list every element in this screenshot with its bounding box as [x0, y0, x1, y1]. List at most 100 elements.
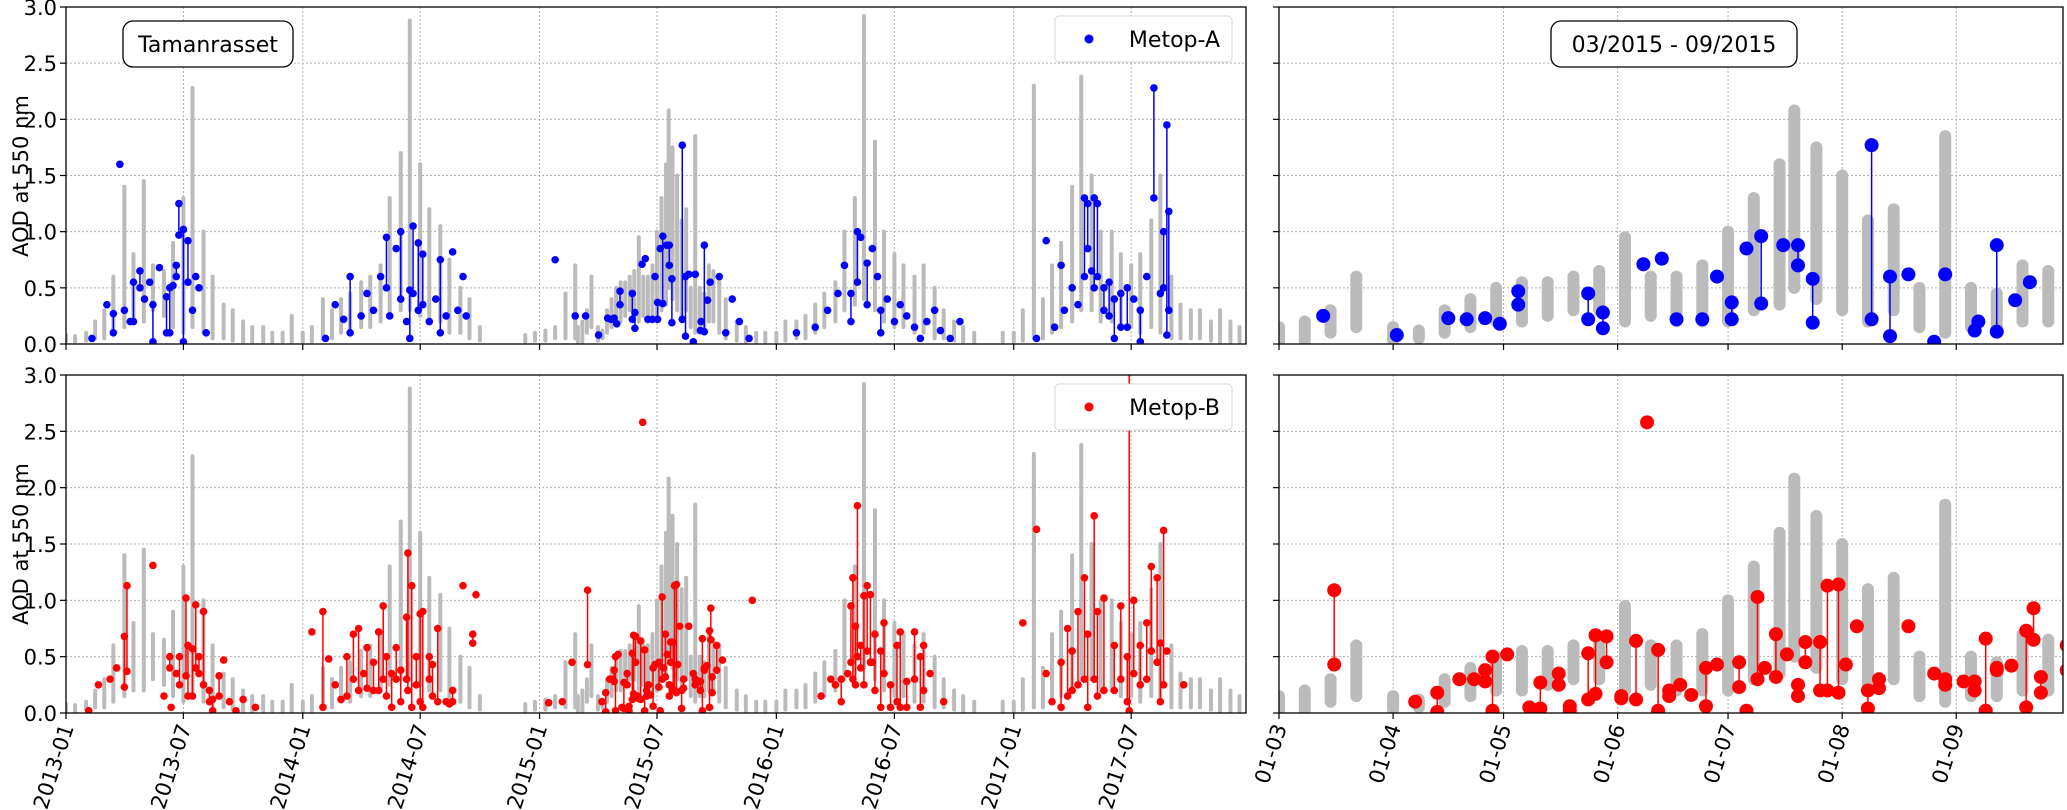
- y-tick-label: 2.0: [24, 108, 57, 132]
- metop_b-point: [175, 681, 184, 689]
- metop_b-point: [1798, 655, 1813, 670]
- metop_a-point: [109, 328, 118, 337]
- metop_a-point: [418, 250, 427, 258]
- x-tick-label: 01-08: [1813, 721, 1855, 786]
- metop_b-point: [655, 683, 663, 691]
- metop_b-point: [1327, 583, 1342, 598]
- metop_a-point: [930, 306, 939, 315]
- metop_a-point: [1123, 323, 1132, 331]
- metop_a-point: [571, 312, 580, 320]
- y-axis-label-bottom: AOD at 550 nm: [9, 463, 33, 625]
- metop_b-point: [418, 703, 427, 712]
- metop_b-point: [392, 675, 400, 683]
- metop_a-point: [1636, 257, 1651, 272]
- panel-overview-metop-a: 0.0 0.5 1.0 1.5 2.0 2.5 3.0 Tamanrasset Metop-A: [24, 0, 1247, 357]
- metop_a-point: [172, 261, 181, 270]
- metop_a-point: [665, 241, 674, 249]
- metop_b-point: [112, 664, 121, 672]
- y-tick-label: 0.0: [24, 333, 57, 357]
- metop_b-point: [1452, 672, 1467, 687]
- metop_b-point: [1163, 647, 1171, 655]
- metop_a-point: [1864, 312, 1879, 327]
- metop_b-point: [1581, 646, 1596, 661]
- metop_b-point: [215, 672, 223, 680]
- metop_a-point: [1060, 306, 1069, 315]
- metop_b-point: [1640, 415, 1655, 430]
- metop_b-point: [1989, 663, 2004, 678]
- metop_b-point: [1430, 685, 1445, 700]
- metop_a-point: [436, 255, 445, 264]
- metop_b-point: [871, 630, 879, 638]
- metop_a-point: [1165, 207, 1173, 216]
- metop_b-point: [1110, 641, 1119, 650]
- metop_b-point: [1159, 681, 1168, 689]
- metop_a-point: [418, 300, 427, 309]
- metop_b-point: [1588, 628, 1603, 643]
- metop_b-point: [1019, 619, 1027, 627]
- y-tick-label: 2.5: [24, 52, 57, 76]
- metop_b-point: [1551, 677, 1566, 692]
- metop_b-point: [175, 652, 184, 661]
- metop_b-point: [886, 681, 895, 689]
- metop_b-point: [661, 630, 670, 638]
- metop_a-point: [1116, 323, 1125, 331]
- metop_b-point: [916, 703, 925, 712]
- metop_b-point: [926, 669, 934, 678]
- metop_b-point: [1147, 562, 1156, 571]
- metop_b-point: [448, 686, 457, 695]
- x-tick-label: 01-05: [1475, 721, 1517, 786]
- metop_a-point: [1739, 241, 1754, 256]
- metop_b-point: [866, 590, 875, 599]
- metop_b-point: [684, 622, 693, 631]
- metop_a-point: [1156, 289, 1165, 298]
- metop_b-point: [349, 630, 358, 638]
- metop_a-point: [1165, 306, 1173, 315]
- metop_a-point: [431, 295, 440, 303]
- metop_a-point: [376, 272, 385, 281]
- y-tick-label: 1.0: [24, 589, 57, 613]
- metop_a-point: [876, 328, 885, 337]
- metop_a-point: [1080, 194, 1089, 202]
- metop_b-point: [191, 664, 200, 672]
- metop_b-point: [856, 641, 865, 650]
- metop_b-point: [215, 692, 223, 700]
- metop_b-point: [2059, 639, 2063, 652]
- metop_b-point: [673, 660, 682, 669]
- metop_b-point: [663, 650, 672, 659]
- metop_a-point: [369, 306, 378, 315]
- metop_b-point: [902, 703, 911, 712]
- metop_b-point: [1090, 675, 1099, 683]
- metop_a-point: [1754, 229, 1769, 244]
- metop_a-point: [706, 278, 714, 287]
- metop_b-point: [412, 652, 421, 661]
- metop_b-point: [123, 667, 131, 676]
- x-tick-label: 2013-01: [29, 721, 79, 810]
- metop_a-point: [691, 270, 700, 279]
- metop_a-point: [88, 334, 96, 343]
- metop_b-point: [1871, 681, 1886, 696]
- plot-area: [1279, 415, 2063, 713]
- y-tick-label: 1.5: [24, 165, 57, 189]
- metop_a-point: [715, 272, 724, 281]
- metop_a-point: [1083, 244, 1092, 253]
- metop_b-point: [1500, 647, 1515, 662]
- metop_b-point: [1927, 666, 1942, 681]
- metop_b-point: [448, 697, 457, 706]
- metop_b-point: [1100, 594, 1108, 602]
- metop_b-point: [611, 706, 620, 713]
- metop_a-point: [109, 309, 118, 318]
- metop_b-point: [677, 704, 686, 713]
- metop_b-point: [837, 697, 846, 706]
- metop_b-point: [2059, 664, 2063, 677]
- metop_b-point: [1562, 703, 1577, 713]
- y-tick-label: 1.0: [24, 221, 57, 245]
- y-tick-label: 2.5: [24, 420, 57, 444]
- metop_b-point: [1956, 674, 1971, 689]
- metop_a-point: [1511, 297, 1526, 312]
- metop_a-point: [681, 332, 690, 340]
- metop_b-point: [644, 681, 653, 689]
- metop_b-point: [1093, 692, 1102, 700]
- metop_a-point: [406, 334, 414, 343]
- axes-frame: [1278, 6, 2064, 345]
